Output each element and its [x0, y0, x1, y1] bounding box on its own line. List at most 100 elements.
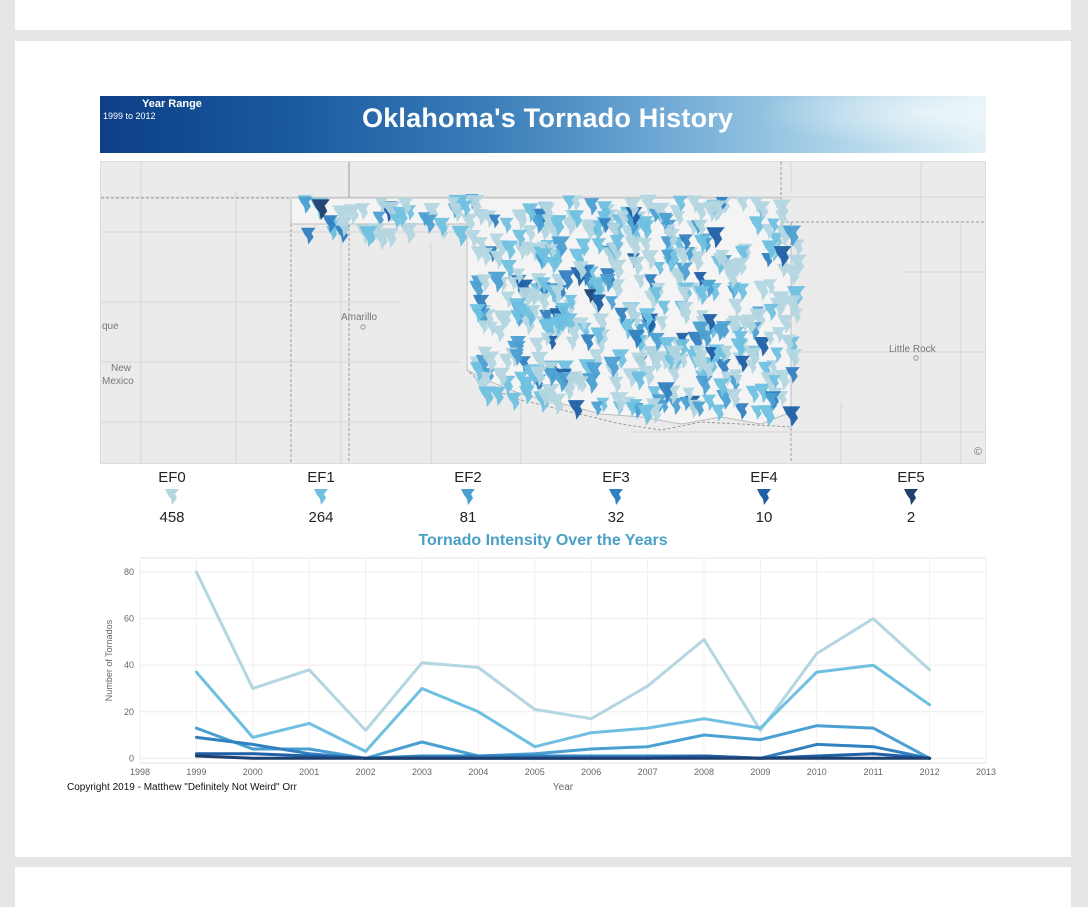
- legend-ef5[interactable]: EF5 2: [871, 469, 951, 526]
- tornado-marker: [729, 369, 744, 386]
- dashboard-title: Oklahoma's Tornado History: [362, 103, 734, 133]
- tornado-marker: [763, 279, 777, 295]
- tornado-marker: [761, 223, 776, 240]
- tornado-marker: [585, 362, 603, 382]
- tornado-marker: [663, 355, 677, 370]
- tornado-ef5-icon: [871, 487, 951, 509]
- tornado-ef2-icon: [428, 487, 508, 509]
- tornado-marker: [597, 201, 613, 219]
- legend-ef3[interactable]: EF3 32: [576, 469, 656, 526]
- x-tick-label: 1998: [130, 767, 150, 777]
- tornado-marker: [520, 241, 534, 258]
- intensity-line-chart[interactable]: 0 20 40 60 80 1998 1999 2000 2001 2002 2003 2004 200…: [100, 556, 1000, 796]
- tornado-marker: [770, 298, 788, 318]
- tornado-marker: [359, 226, 378, 248]
- tornado-marker: [706, 227, 725, 249]
- tornado-marker: [507, 277, 520, 291]
- tornado-marker: [399, 222, 419, 245]
- tornado-marker: [451, 225, 470, 247]
- tornado-marker: [630, 352, 650, 374]
- tornado-marker: [728, 282, 741, 297]
- map-canvas[interactable]: [101, 162, 986, 464]
- tornado-marker: [764, 393, 779, 410]
- tornado-marker: [528, 305, 541, 320]
- tornado-marker: [758, 405, 778, 427]
- tornado-marker: [728, 298, 745, 317]
- tornado-marker: [591, 238, 607, 255]
- tornado-marker: [665, 345, 685, 367]
- tornado-marker: [672, 211, 686, 227]
- tornado-marker: [720, 345, 734, 361]
- x-tick-label: 2000: [243, 767, 263, 777]
- tornado-marker: [785, 349, 803, 369]
- x-tick-label: 2002: [356, 767, 376, 777]
- tornado-marker: [546, 244, 559, 259]
- tornado-marker: [628, 256, 646, 277]
- map-attribution[interactable]: ©: [974, 446, 983, 458]
- tornado-marker: [581, 219, 596, 237]
- y-tick-label: 40: [124, 660, 134, 670]
- tornado-marker: [565, 336, 579, 351]
- tornado-marker: [572, 261, 590, 281]
- tornado-marker: [480, 372, 493, 387]
- tornado-marker: [311, 199, 330, 221]
- y-tick-label: 20: [124, 707, 134, 717]
- tornado-marker: [618, 318, 637, 340]
- tornado-marker: [763, 331, 776, 346]
- bottom-card: [15, 867, 1071, 907]
- legend-ef4[interactable]: EF4 10: [724, 469, 804, 526]
- tornado-points[interactable]: [298, 194, 807, 428]
- tornado-marker: [782, 225, 802, 247]
- tornado-marker: [474, 376, 490, 395]
- tornado-marker: [549, 316, 567, 336]
- legend-ef1[interactable]: EF1 264: [281, 469, 361, 526]
- tornado-marker: [754, 201, 771, 220]
- x-tick-label: 2010: [807, 767, 827, 777]
- tornado-marker: [767, 218, 781, 234]
- legend-ef4-label: EF4: [750, 469, 778, 486]
- tornado-marker: [700, 279, 717, 298]
- year-range-value[interactable]: 1999 to 2012: [103, 111, 156, 121]
- tornado-marker: [598, 218, 612, 234]
- tornado-marker: [734, 245, 750, 263]
- tornado-marker: [677, 301, 694, 321]
- tornado-marker: [607, 259, 627, 282]
- tornado-marker: [588, 349, 605, 368]
- y-tick-label: 0: [129, 753, 134, 763]
- legend-ef2[interactable]: EF2 81: [428, 469, 508, 526]
- legend-ef0-count: 458: [159, 509, 185, 526]
- map-label-mexico: Mexico: [102, 376, 134, 387]
- legend-ef0[interactable]: EF0 458: [132, 469, 212, 526]
- tornado-marker: [649, 357, 664, 373]
- map-label-new: New: [111, 363, 132, 374]
- tornado-marker: [715, 249, 730, 267]
- tornado-marker: [423, 203, 441, 223]
- series-line-ef5: [194, 754, 932, 760]
- tornado-map[interactable]: que Amarillo New Mexico Little Rock ©: [100, 161, 986, 464]
- tornado-marker: [490, 250, 507, 270]
- tornado-marker: [735, 196, 750, 213]
- tornado-marker: [322, 215, 338, 233]
- tornado-marker: [493, 310, 512, 332]
- y-tick-label: 80: [124, 567, 134, 577]
- tornado-marker: [605, 296, 618, 311]
- tornado-marker: [355, 203, 371, 221]
- tornado-marker: [700, 362, 715, 380]
- tornado-marker: [534, 248, 553, 269]
- tornado-marker: [782, 406, 801, 428]
- tornado-marker: [568, 210, 585, 229]
- tornado-marker: [529, 337, 545, 356]
- tornado-marker: [506, 392, 522, 411]
- x-tick-label: 2003: [412, 767, 432, 777]
- tornado-marker: [702, 394, 717, 412]
- tornado-marker: [663, 256, 678, 273]
- tornado-marker: [480, 351, 500, 373]
- tornado-marker: [763, 303, 779, 322]
- tornado-marker: [773, 246, 792, 268]
- tornado-marker: [301, 227, 316, 245]
- y-axis-label: Number of Tornados: [104, 619, 114, 701]
- tornado-marker: [643, 274, 658, 290]
- tornado-marker: [703, 201, 718, 218]
- tornado-marker: [624, 236, 644, 259]
- tornado-marker: [478, 386, 497, 408]
